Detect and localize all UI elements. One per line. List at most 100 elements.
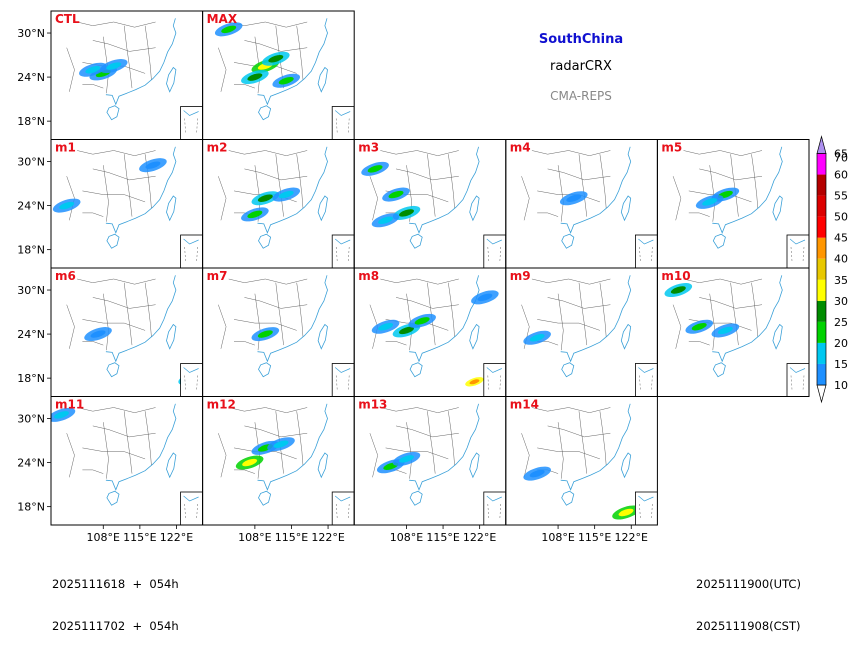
province-border [123, 282, 133, 346]
province-border [448, 282, 455, 338]
colorbar-bin [817, 258, 826, 280]
lon-tick-label: 115°E [275, 531, 308, 544]
colorbar-bin [817, 300, 826, 322]
scs-inset-dashes [487, 503, 502, 520]
panel-m11: m11 [50, 396, 204, 526]
province-border [244, 168, 308, 181]
scs-inset-coast [486, 238, 502, 245]
colorbar-bin [817, 174, 826, 196]
panel-m5: m5 [656, 139, 810, 269]
colorbar-bin [817, 216, 826, 238]
colorbar-label: 40 [834, 253, 848, 266]
scs-inset-frame [180, 106, 203, 140]
lat-tick-label: 18°N [17, 244, 45, 257]
province-border [395, 297, 459, 309]
panel-m1: m1 [50, 139, 204, 269]
hainan-island [106, 233, 120, 249]
taiwan-island [166, 195, 177, 222]
province-border [92, 425, 156, 438]
panel-m8: m8 [353, 267, 507, 397]
scs-inset-coast [183, 367, 199, 373]
colorbar-label: 70 [834, 152, 848, 165]
province-border [144, 411, 152, 466]
echo-cell-core [399, 455, 414, 463]
coastline [105, 18, 177, 106]
echo-cell-core [691, 322, 707, 331]
echo-cell-core [145, 161, 161, 169]
scs-inset [180, 106, 203, 140]
scs-inset-dashes [335, 118, 350, 134]
panel-m12: m12 [202, 396, 355, 526]
scs-inset [331, 234, 355, 268]
variable-title: radarCRX [520, 55, 642, 74]
colorbar-bin [817, 153, 826, 175]
province-border [688, 212, 710, 217]
echo-cell-core [273, 440, 289, 448]
province-border [557, 165, 564, 222]
province-border [751, 282, 759, 338]
valid-time-utc: 2025111900(UTC) [696, 577, 801, 591]
colorbar-label: 30 [834, 295, 848, 308]
province-border [123, 154, 133, 217]
province-border [82, 190, 146, 203]
coastline [409, 275, 480, 363]
scs-inset [483, 234, 506, 268]
province-border [369, 176, 378, 221]
province-border [103, 422, 109, 479]
province-border [66, 176, 75, 221]
panel-map-layer [521, 146, 658, 268]
province-border [144, 25, 152, 81]
panel-label: m13 [358, 398, 387, 412]
province-border [578, 282, 588, 346]
taiwan-island [317, 66, 328, 93]
panel-map-layer [66, 275, 203, 397]
colorbar-extend-min [816, 384, 827, 404]
scs-inset-dashes [487, 375, 502, 391]
taiwan-island [166, 323, 177, 350]
panel-label: m4 [510, 141, 531, 155]
panel-label: m8 [358, 269, 379, 283]
province-border [578, 411, 588, 474]
province-border [275, 154, 284, 217]
province-border [599, 154, 607, 209]
taiwan-island [469, 195, 480, 222]
panel-frame [50, 396, 204, 526]
coastline [409, 146, 480, 234]
panel-max: MAX [202, 10, 355, 140]
panel-map-layer [369, 403, 506, 525]
province-border [547, 425, 611, 438]
scs-inset-frame [331, 234, 355, 268]
scs-inset [483, 363, 506, 397]
scs-inset-frame [635, 234, 658, 268]
scs-inset-coast [334, 367, 351, 373]
province-border [228, 278, 308, 285]
panel-label: m11 [55, 398, 84, 412]
lon-tick-label: 122°E [615, 531, 648, 544]
variable-title-text: radarCRX [550, 59, 612, 74]
echo-cell-core [247, 73, 263, 81]
echo-cell-core [242, 458, 258, 467]
scs-inset-dashes [335, 246, 350, 263]
taiwan-island [772, 323, 783, 350]
panel-label: m5 [661, 141, 682, 155]
province-border [82, 469, 104, 474]
lat-tick-label: 24°N [17, 71, 45, 84]
province-border [531, 150, 611, 156]
panel-frame [656, 267, 810, 397]
panel-map-layer [664, 275, 810, 397]
province-border [244, 297, 308, 309]
scs-inset-frame [635, 363, 658, 397]
echo-cell-core [414, 317, 430, 325]
province-border [448, 154, 455, 209]
echo-cell-core [257, 194, 273, 202]
panel-m6: m6 [50, 267, 204, 397]
scs-inset-frame [180, 363, 203, 397]
scs-inset-frame [635, 491, 658, 525]
scs-inset [635, 234, 658, 268]
scs-inset [635, 363, 658, 397]
province-border [92, 297, 156, 309]
province-border [82, 447, 146, 460]
province-border [234, 469, 255, 474]
panel-map-layer [218, 403, 355, 525]
